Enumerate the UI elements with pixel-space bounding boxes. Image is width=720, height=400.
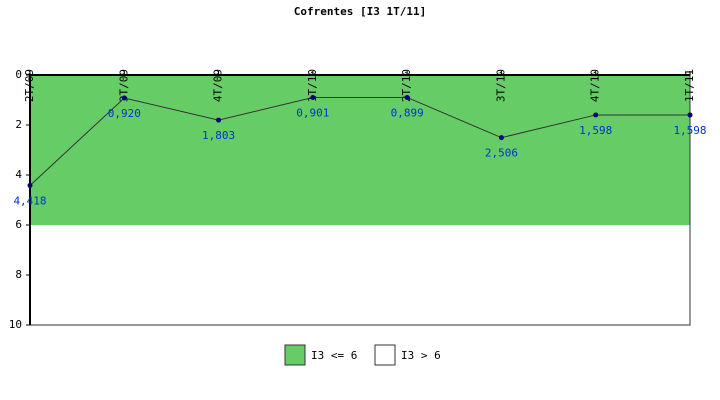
y-tick-label: 10 [9,318,22,331]
x-tick-label: 3T/10 [494,69,507,102]
data-point [404,94,410,100]
data-label: 4,418 [13,194,46,207]
data-point [216,117,222,123]
legend-swatch [374,344,396,366]
x-tick-label: 1T/11 [683,69,696,102]
legend-swatch [284,344,306,366]
y-tick-label: 8 [15,268,22,281]
data-point [27,182,33,188]
data-point [687,112,693,118]
legend-label: I3 <= 6 [311,349,357,362]
x-tick-label: 3T/09 [117,69,130,102]
y-tick-label: 4 [15,168,22,181]
data-point [593,112,599,118]
data-label: 1,598 [673,124,706,137]
data-label: 0,899 [391,106,424,119]
x-tick-label: 2T/09 [23,69,36,102]
x-tick-label: 2T/10 [400,69,413,102]
series-line [29,96,690,186]
legend-label: I3 > 6 [401,349,441,362]
y-tick-label: 2 [15,118,22,131]
data-label: 0,920 [108,107,141,120]
data-label: 0,901 [296,107,329,120]
x-tick-label: 1T/10 [306,69,319,102]
y-tick-label: 6 [15,218,22,231]
data-label: 1,598 [579,124,612,137]
x-tick-label: 4T/09 [212,69,225,102]
data-point [310,95,316,101]
band [30,75,690,225]
band [30,225,690,325]
data-point [498,135,504,141]
y-tick-label: 0 [15,68,22,81]
data-label: 2,506 [485,147,518,160]
x-tick-label: 4T/10 [589,69,602,102]
data-label: 1,803 [202,129,235,142]
chart-title: Cofrentes [I3 1T/11] [294,5,426,18]
data-point [121,95,127,101]
